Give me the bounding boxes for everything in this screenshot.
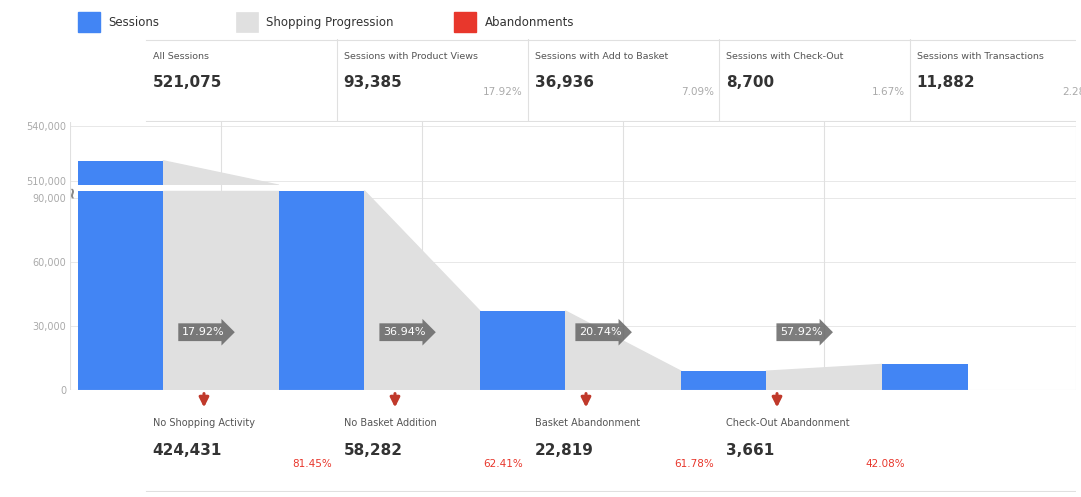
Text: 93,385: 93,385 (344, 76, 402, 90)
Text: 1.67%: 1.67% (871, 87, 905, 97)
Text: 57.92%: 57.92% (780, 327, 823, 337)
Text: 7.09%: 7.09% (681, 87, 713, 97)
Text: 36.94%: 36.94% (384, 327, 426, 337)
Text: 8,700: 8,700 (725, 76, 774, 90)
Text: ~: ~ (65, 185, 80, 198)
Text: Abandonments: Abandonments (484, 15, 574, 28)
Text: 20.74%: 20.74% (579, 327, 622, 337)
Text: Basket Abandonment: Basket Abandonment (535, 418, 640, 428)
Text: 61.78%: 61.78% (673, 459, 713, 469)
Text: 58,282: 58,282 (344, 443, 403, 458)
Polygon shape (163, 191, 279, 390)
Text: 17.92%: 17.92% (483, 87, 522, 97)
Bar (78, 12, 101, 32)
Polygon shape (364, 191, 480, 390)
Bar (279, 191, 364, 390)
Text: All Sessions: All Sessions (152, 52, 209, 61)
Text: Sessions with Add to Basket: Sessions with Add to Basket (535, 52, 668, 61)
Bar (681, 371, 766, 390)
Bar (78, 161, 163, 185)
Text: Sessions with Transactions: Sessions with Transactions (917, 52, 1043, 61)
Text: Sessions with Check-Out: Sessions with Check-Out (725, 52, 843, 61)
Text: 521,075: 521,075 (152, 76, 222, 90)
Polygon shape (565, 311, 681, 390)
Text: 424,431: 424,431 (152, 443, 222, 458)
Text: 42.08%: 42.08% (865, 459, 905, 469)
Polygon shape (766, 364, 882, 390)
Bar (882, 364, 967, 390)
Text: 11,882: 11,882 (917, 76, 975, 90)
Polygon shape (163, 161, 279, 185)
Text: Sessions: Sessions (108, 15, 160, 28)
Text: 17.92%: 17.92% (183, 327, 225, 337)
Text: 22,819: 22,819 (535, 443, 593, 458)
Bar (480, 311, 565, 390)
Text: 2.28%: 2.28% (1063, 87, 1081, 97)
Text: 3,661: 3,661 (725, 443, 774, 458)
Text: 62.41%: 62.41% (483, 459, 522, 469)
Text: 81.45%: 81.45% (292, 459, 332, 469)
Text: No Shopping Activity: No Shopping Activity (152, 418, 255, 428)
Text: No Basket Addition: No Basket Addition (344, 418, 437, 428)
Bar (454, 12, 477, 32)
Text: Sessions with Product Views: Sessions with Product Views (344, 52, 478, 61)
Text: 36,936: 36,936 (535, 76, 593, 90)
Bar (78, 191, 163, 390)
Bar (236, 12, 258, 32)
Text: Check-Out Abandonment: Check-Out Abandonment (725, 418, 850, 428)
Text: Shopping Progression: Shopping Progression (266, 15, 393, 28)
